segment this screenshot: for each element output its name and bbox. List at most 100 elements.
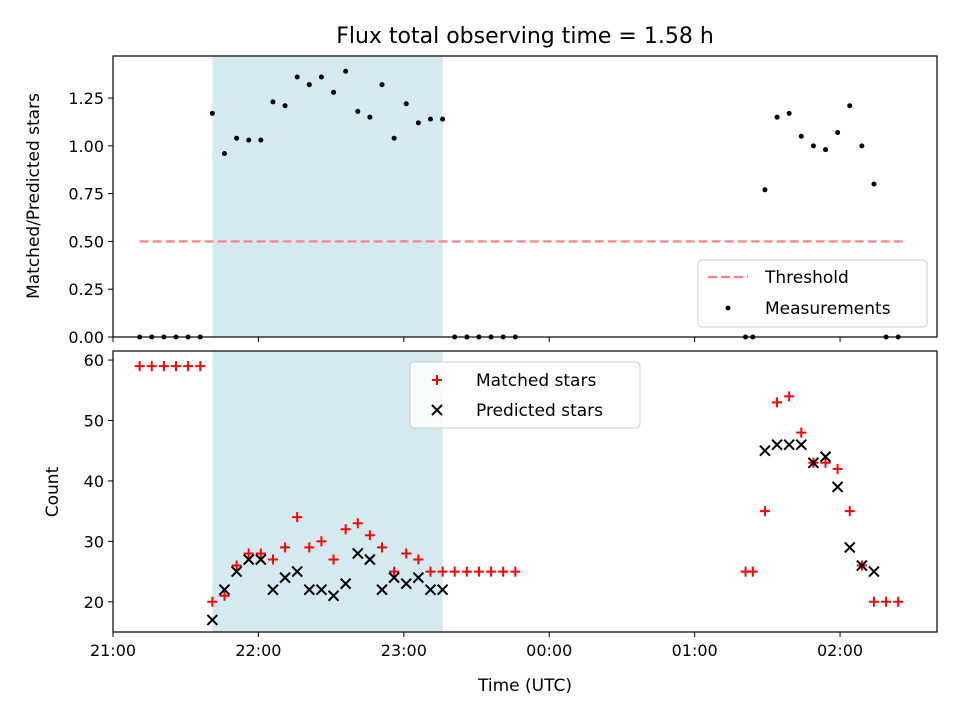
predicted-stars-point — [315, 583, 328, 596]
top-panel-ratio: 0.00 0.25 0.50 0.75 1.00 1.25 Threshold Measure… — [68, 55, 938, 347]
predicted-stars-point — [339, 577, 352, 590]
measurement-point — [403, 101, 409, 107]
measurement-point — [847, 103, 853, 109]
legend-label: Threshold — [764, 268, 849, 288]
measurement-point — [343, 68, 349, 74]
x-tick-label: 00:00 — [526, 641, 572, 660]
measurement-point — [786, 110, 792, 116]
x-tick-label: 22:00 — [235, 641, 281, 660]
matched-stars-point — [316, 536, 327, 547]
y-tick-label: 40 — [84, 472, 104, 491]
matched-stars-point — [437, 566, 448, 577]
matched-stars-point — [389, 566, 400, 577]
matched-stars-point — [401, 548, 412, 559]
matched-stars-point — [231, 560, 242, 571]
measurement-point — [391, 135, 397, 141]
matched-stars-point — [195, 361, 206, 372]
predicted-stars-point — [771, 438, 783, 451]
matched-stars-point — [352, 518, 363, 529]
legend-label: Matched stars — [476, 371, 596, 391]
matched-stars-point — [796, 427, 807, 438]
predicted-stars-point — [327, 590, 340, 602]
measurement-point — [258, 137, 264, 143]
predicted-stars-point — [831, 481, 844, 493]
observing-window-shading — [212, 56, 443, 337]
matched-stars-point — [486, 566, 497, 577]
measurement-point — [774, 114, 780, 120]
measurement-point — [355, 108, 361, 114]
predicted-stars-point — [856, 559, 868, 572]
matched-stars-point — [340, 524, 351, 535]
matched-stars-point — [146, 361, 157, 372]
y-tick-label: 30 — [84, 532, 104, 551]
matched-stars-point — [377, 542, 388, 553]
y-tick-label: 0.25 — [68, 280, 104, 299]
matched-stars-point — [183, 361, 194, 372]
matched-stars-point — [171, 361, 182, 372]
measurement-point — [331, 89, 337, 95]
predicted-stars-point — [303, 583, 316, 596]
matched-stars-point — [292, 512, 303, 523]
series-matched-stars — [134, 361, 904, 607]
y-tick-label: 0.50 — [68, 232, 104, 251]
predicted-stars-point — [218, 583, 231, 596]
matched-stars-point — [844, 506, 855, 517]
series-predicted-stars — [206, 438, 880, 626]
measurement-point — [798, 133, 804, 139]
measurement-point — [859, 143, 865, 149]
y-tick-label: 0.75 — [68, 185, 104, 204]
predicted-stars-point — [291, 565, 303, 578]
predicted-stars-point — [267, 583, 279, 596]
bottom-y-axis-label: Count — [43, 466, 63, 517]
matched-stars-point — [820, 457, 831, 468]
measurement-point — [871, 181, 877, 187]
matched-stars-point — [267, 554, 278, 565]
x-tick-label: 21:00 — [90, 641, 136, 660]
predicted-stars-point — [783, 438, 795, 451]
measurement-point — [415, 120, 421, 126]
x-tick-label: 23:00 — [381, 641, 427, 660]
measurement-point — [234, 135, 240, 141]
legend-predicted-swatch — [431, 404, 443, 416]
matched-stars-point — [461, 566, 472, 577]
matched-stars-point — [425, 566, 436, 577]
matched-stars-point — [255, 548, 266, 559]
matched-stars-point — [473, 566, 484, 577]
predicted-stars-point — [364, 553, 376, 566]
measurement-point — [762, 187, 768, 193]
predicted-stars-point — [352, 547, 364, 560]
matched-stars-point — [134, 361, 145, 372]
predicted-stars-point — [376, 583, 388, 596]
matched-stars-point — [510, 566, 521, 577]
predicted-stars-point — [412, 571, 425, 584]
matched-stars-point — [747, 566, 758, 577]
matched-stars-point — [868, 596, 879, 607]
axes-frame — [112, 350, 938, 633]
matched-stars-point — [158, 361, 169, 372]
predicted-stars-point — [230, 565, 243, 578]
measurement-point — [835, 129, 841, 135]
measurement-point — [246, 137, 252, 143]
y-tick-label: 1.00 — [68, 137, 104, 156]
predicted-stars-point — [759, 445, 771, 457]
y-tick-label: 50 — [84, 411, 104, 430]
legend-label: Measurements — [765, 299, 891, 319]
x-tick-label: 02:00 — [817, 641, 863, 660]
predicted-stars-point — [868, 565, 880, 578]
predicted-stars-point — [206, 614, 219, 626]
legend-measurements-swatch — [725, 305, 731, 311]
predicted-stars-point — [436, 583, 449, 596]
predicted-stars-point — [400, 577, 412, 590]
matched-stars-point — [243, 548, 254, 559]
measurement-point — [367, 114, 373, 120]
matched-stars-point — [304, 542, 315, 553]
measurement-point — [221, 150, 227, 156]
bottom-panel-counts: 20 30 40 50 60 21:00 22:00 23:00 00:00 01:00 02:00… — [84, 350, 938, 660]
legend-label: Predicted stars — [476, 401, 603, 421]
matched-stars-point — [328, 554, 339, 565]
legend-box — [409, 361, 641, 429]
predicted-stars-point — [807, 457, 820, 469]
y-tick-label: 20 — [84, 593, 104, 612]
measurement-point — [318, 74, 324, 80]
measurement-point — [823, 147, 829, 153]
